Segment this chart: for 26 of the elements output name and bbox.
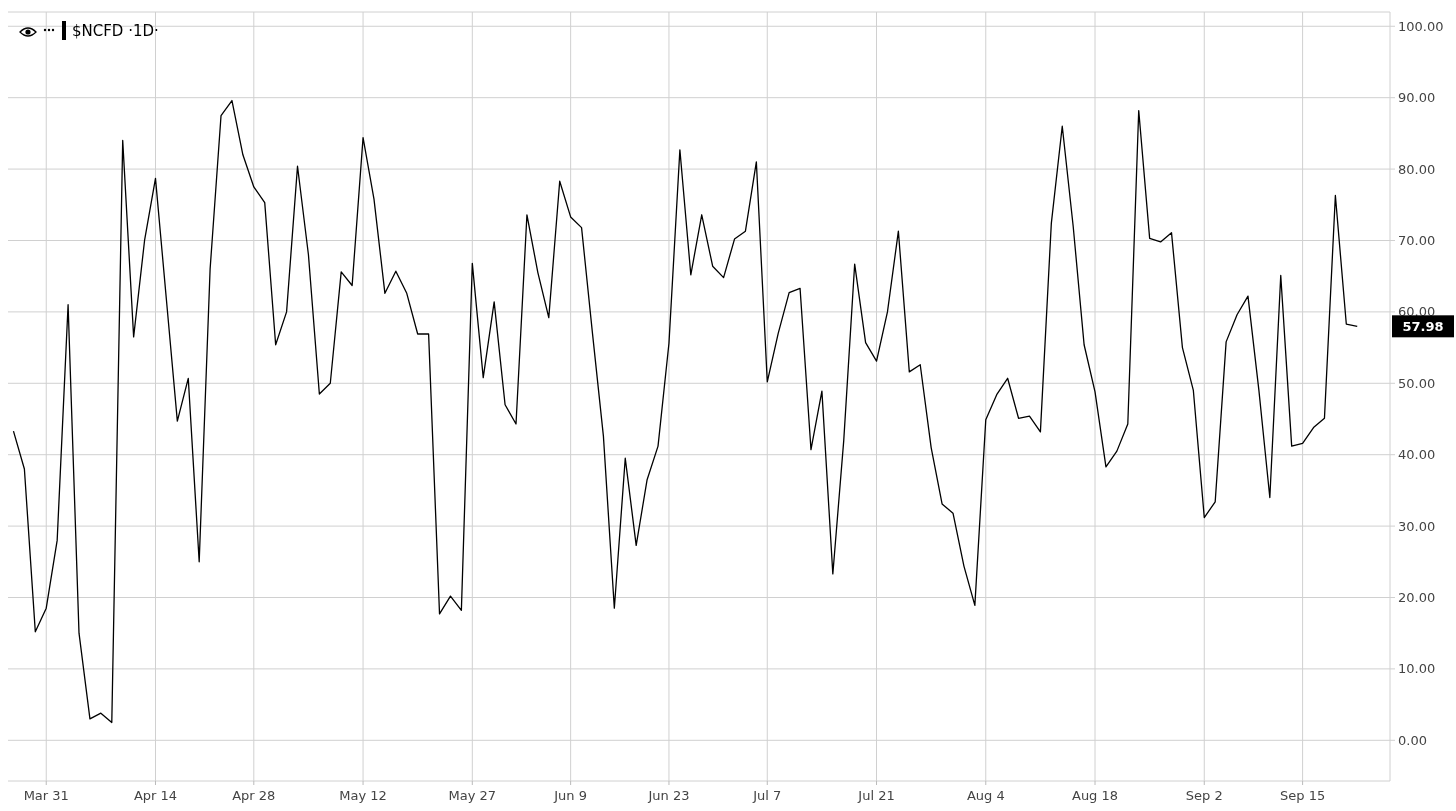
- y-tick-label: 80.00: [1398, 161, 1436, 177]
- y-tick-label: 10.00: [1398, 661, 1436, 677]
- y-tick-label: 90.00: [1398, 90, 1436, 106]
- x-tick-label: Apr 28: [232, 788, 276, 803]
- y-tick-label: 50.00: [1398, 375, 1436, 391]
- x-tick-label: Sep 2: [1185, 788, 1223, 803]
- x-tick-label: Apr 14: [133, 788, 178, 803]
- y-tick-label: 20.00: [1398, 590, 1436, 606]
- x-tick-label: May 12: [339, 788, 387, 803]
- x-tick-label: Jul 21: [857, 788, 895, 803]
- x-tick-label: Mar 31: [23, 788, 69, 803]
- y-tick-label: 0.00: [1398, 732, 1427, 748]
- x-tick-label: May 27: [448, 788, 497, 803]
- x-tick-label: Aug 4: [966, 788, 1005, 803]
- y-tick-label: 30.00: [1398, 518, 1436, 534]
- x-tick-label: Aug 18: [1072, 788, 1119, 803]
- y-tick-label: 70.00: [1398, 233, 1436, 249]
- x-tick-label: Jun 9: [553, 788, 587, 803]
- line-series: [12, 99, 1358, 724]
- text: 57.98: [1402, 318, 1444, 334]
- y-tick-label: 100.00: [1398, 18, 1444, 34]
- x-tick-label: Jun 23: [647, 788, 690, 803]
- y-tick-label: 40.00: [1398, 447, 1436, 463]
- x-tick-label: Sep 15: [1280, 788, 1326, 803]
- text: $NCFD ·1D·: [72, 22, 159, 40]
- x-tick-label: Jul 7: [752, 788, 782, 803]
